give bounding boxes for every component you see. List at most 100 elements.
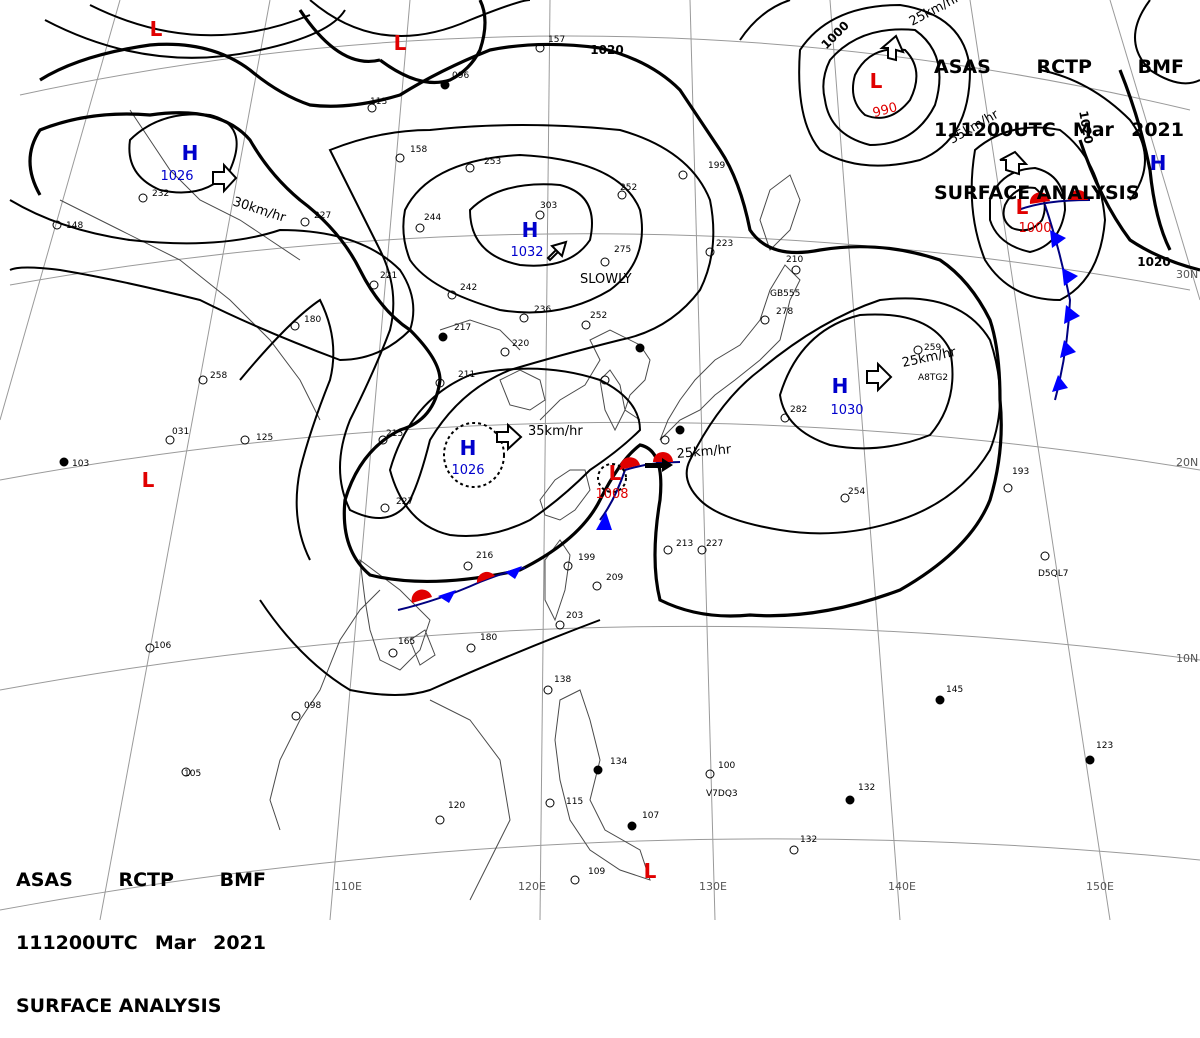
station-pressure-value: 275 — [614, 245, 631, 255]
station-pressure-value: 223 — [716, 239, 733, 249]
station-pressure-value: 252 — [590, 311, 607, 321]
station-pressure-value: 236 — [534, 305, 551, 315]
center-motion-label: SLOWLY — [580, 272, 632, 287]
footer-station: RCTP — [118, 869, 174, 891]
center-pressure-value: 1032 — [510, 245, 543, 260]
station-pressure-value: 259 — [924, 343, 941, 353]
station-pressure-value: 227 — [396, 497, 413, 507]
isobar-label: 1020 — [590, 43, 623, 57]
station-pressure-value: 109 — [588, 867, 605, 877]
station-pressure-value: 105 — [184, 769, 201, 779]
isobars — [9, 0, 1200, 696]
station-pressure-value: 258 — [210, 371, 227, 381]
station-pressure-value: 232 — [152, 189, 169, 199]
station-pressure-value: 254 — [848, 487, 865, 497]
station-pressure-value: 213 — [676, 539, 693, 549]
high-center-letter: H — [460, 436, 477, 460]
station-pressure-value: 216 — [476, 551, 493, 561]
footer-agency: ASAS — [16, 869, 73, 891]
center-pressure-value: 1026 — [160, 169, 193, 184]
station-pressure-value: 158 — [410, 145, 427, 155]
latitude-label: 30N — [1176, 268, 1198, 281]
coastlines — [59, 109, 801, 901]
station-pressure-value: 242 — [460, 283, 477, 293]
weather-map: 1020102010201000H102630km/hrH1032SLOWLYH… — [0, 0, 1200, 920]
station-pressure-value: 215 — [386, 429, 403, 439]
header-station: RCTP — [1036, 56, 1092, 78]
station-pressure-value: 221 — [380, 271, 397, 281]
station-pressure-value: 106 — [154, 641, 171, 651]
station-pressure-value: 107 — [642, 811, 659, 821]
station-pressure-value: 145 — [946, 685, 963, 695]
station-pressure-value: 282 — [790, 405, 807, 415]
header-line-2: 111200UTC Mar 2021 — [934, 120, 1184, 141]
low-center-letter: L — [609, 461, 622, 485]
station-pressure-value: 113 — [370, 97, 387, 107]
longitude-label: 130E — [699, 880, 727, 893]
high-center-letter: H — [832, 374, 849, 398]
low-center-letter: L — [870, 69, 883, 93]
cold-front-symbols — [438, 230, 1080, 603]
station-pressure-value: 031 — [172, 427, 189, 437]
low-center-letter: L — [142, 468, 155, 492]
station-pressure-value: 115 — [566, 797, 583, 807]
footer-line-1: ASAS RCTP BMF — [16, 870, 266, 891]
header-title: SURFACE ANALYSIS — [934, 182, 1140, 204]
header-line-1: ASAS RCTP BMF — [934, 57, 1184, 78]
header-time: 111200UTC — [934, 119, 1056, 141]
station-pressure-value: 209 — [606, 573, 623, 583]
longitude-label: 140E — [888, 880, 916, 893]
header-top-right: ASAS RCTP BMF 111200UTC Mar 2021 SURFACE… — [934, 15, 1184, 225]
station-pressure-value: 211 — [458, 370, 475, 380]
station-pressure-value: 165 — [398, 637, 415, 647]
station-pressure-value: 134 — [610, 757, 627, 767]
center-pressure-value: 1008 — [595, 487, 628, 502]
center-pressure-value: 1030 — [830, 403, 863, 418]
high-center-letter: H — [1150, 151, 1167, 175]
station-pressure-value: 244 — [424, 213, 441, 223]
center-pressure-value: 1000 — [1018, 221, 1051, 236]
station-pressure-value: 199 — [708, 161, 725, 171]
header-bottom-left: ASAS RCTP BMF 111200UTC Mar 2021 SURFACE… — [16, 828, 266, 1038]
longitude-label: 150E — [1086, 880, 1114, 893]
header-code: BMF — [1137, 56, 1184, 78]
low-center-letter: L — [644, 859, 657, 883]
station-pressure-value: 252 — [620, 183, 637, 193]
footer-month: Mar — [154, 932, 196, 954]
station-pressure-value: 217 — [454, 323, 471, 333]
station-pressure-value: 132 — [800, 835, 817, 845]
isobar-label: 1020 — [1076, 110, 1096, 145]
station-markers — [52, 43, 1095, 885]
isobar-label: 1020 — [1137, 255, 1170, 269]
warm-front-symbols — [411, 190, 1088, 603]
header-agency: ASAS — [934, 56, 991, 78]
station-pressure-value: 157 — [548, 35, 565, 45]
center-pressure-value: 990 — [871, 100, 899, 121]
station-pressure-value: 227 — [314, 211, 331, 221]
longitude-label: 120E — [518, 880, 546, 893]
longitude-label: 110E — [334, 880, 362, 893]
motion-arrow-filled — [645, 458, 673, 472]
latitude-label: 10N — [1176, 652, 1198, 665]
footer-title: SURFACE ANALYSIS — [16, 995, 222, 1017]
station-pressure-value: 138 — [554, 675, 571, 685]
center-circles — [443, 422, 627, 493]
isobars-1020 — [28, 0, 1200, 618]
station-pressure-value: 199 — [578, 553, 595, 563]
station-pressure-value: 180 — [480, 633, 497, 643]
station-pressure-value: 103 — [72, 459, 89, 469]
graticule — [0, 0, 1200, 920]
low-center-letter: L — [1016, 195, 1029, 219]
station-pressure-value: 096 — [452, 71, 469, 81]
station-pressure-value: 303 — [540, 201, 557, 211]
ship-id-label: D5QL7 — [1038, 569, 1068, 579]
low-center-letter: L — [150, 17, 163, 41]
station-pressure-value: 123 — [1096, 741, 1113, 751]
station-pressure-value: 203 — [566, 611, 583, 621]
footer-year: 2021 — [213, 932, 266, 954]
station-pressure-value: 227 — [706, 539, 723, 549]
station-pressure-value: 278 — [776, 307, 793, 317]
station-pressure-value: 120 — [448, 801, 465, 811]
station-pressure-value: 180 — [304, 315, 321, 325]
station-pressure-value: 253 — [484, 157, 501, 167]
